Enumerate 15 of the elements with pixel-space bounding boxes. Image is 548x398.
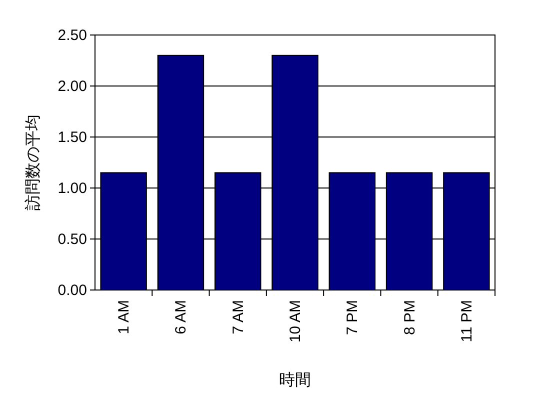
x-tick-label: 6 AM <box>172 300 190 334</box>
y-tick-label: 2.00 <box>58 78 87 95</box>
y-tick-label: 2.50 <box>58 27 87 44</box>
x-axis-title: 時間 <box>279 371 311 389</box>
y-tick-label: 1.00 <box>58 180 87 197</box>
x-tick-label: 11 PM <box>458 300 476 342</box>
x-tick-label: 1 AM <box>116 300 133 334</box>
y-tick-label: 0.00 <box>58 282 87 299</box>
y-tick-label: 1.50 <box>58 129 87 146</box>
x-tick-label: 7 PM <box>344 300 362 336</box>
x-tick-label: 7 AM <box>230 300 247 334</box>
x-tick-label: 10 AM <box>287 300 304 343</box>
y-axis-title: 訪問数の平均 <box>24 114 42 210</box>
y-tick-label: 0.50 <box>58 231 87 248</box>
x-tick-label: 8 PM <box>401 300 418 336</box>
